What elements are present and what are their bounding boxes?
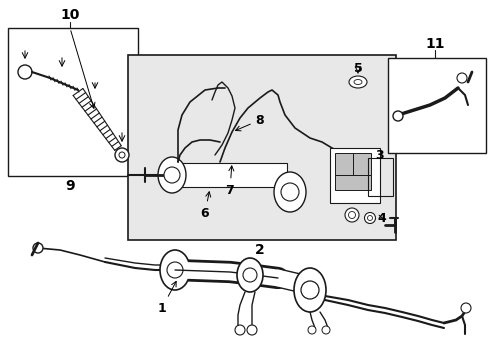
Text: 4: 4 [377,212,386,225]
Circle shape [115,148,129,162]
Circle shape [301,281,318,299]
Ellipse shape [237,258,263,292]
Text: 8: 8 [235,113,264,131]
Text: 3: 3 [375,149,384,162]
Circle shape [460,303,470,313]
Bar [387,58,485,153]
Text: 9: 9 [65,179,75,193]
Circle shape [392,111,402,121]
Ellipse shape [348,76,366,88]
Circle shape [321,326,329,334]
Text: 5: 5 [353,62,362,75]
Circle shape [18,65,32,79]
Ellipse shape [160,250,190,290]
Bar [334,175,370,190]
Bar [352,153,370,175]
Ellipse shape [367,216,372,220]
Ellipse shape [353,80,361,85]
Text: 7: 7 [225,166,234,197]
Bar [367,158,392,196]
Text: 10: 10 [60,8,80,22]
Text: 1: 1 [157,282,176,315]
Ellipse shape [345,208,358,222]
Circle shape [246,325,257,335]
Text: 6: 6 [200,192,210,220]
Ellipse shape [364,212,375,224]
Ellipse shape [348,212,355,219]
Circle shape [307,326,315,334]
Bar [8,28,138,176]
Circle shape [281,183,298,201]
Circle shape [33,243,43,253]
Bar [329,148,379,203]
Circle shape [119,152,125,158]
Ellipse shape [456,73,466,83]
Bar [128,55,395,240]
Circle shape [163,167,180,183]
Ellipse shape [158,157,185,193]
Text: 11: 11 [425,37,444,51]
Text: 2: 2 [255,243,264,257]
Circle shape [243,268,257,282]
Ellipse shape [273,172,305,212]
Circle shape [167,262,183,278]
Bar [172,163,286,187]
Circle shape [235,325,244,335]
Ellipse shape [293,268,325,312]
Bar [334,153,352,175]
